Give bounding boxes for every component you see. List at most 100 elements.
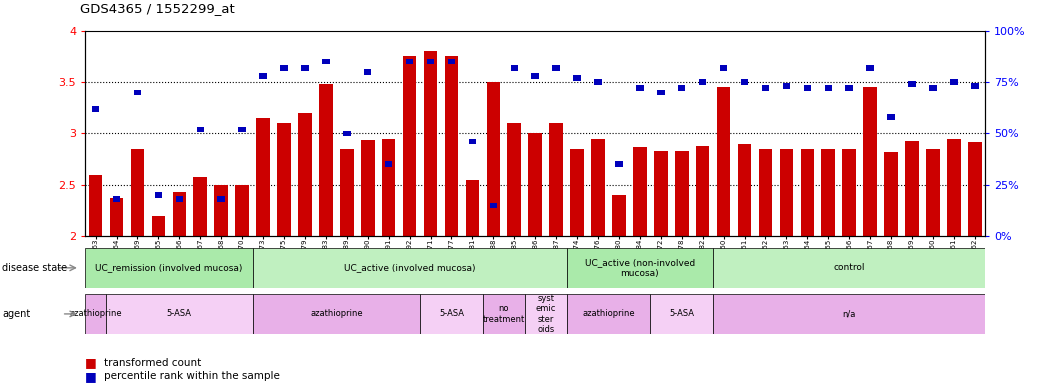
Text: 5-ASA: 5-ASA (669, 310, 694, 318)
Bar (531, 73, 539, 79)
Bar (214, 185, 228, 236)
Text: 5-ASA: 5-ASA (439, 310, 464, 318)
Bar (361, 140, 375, 236)
Bar (197, 126, 204, 132)
Bar (134, 89, 142, 95)
Bar (552, 65, 560, 71)
Bar (529, 134, 542, 236)
Bar (343, 131, 350, 136)
Bar (466, 180, 479, 236)
Bar (217, 196, 225, 202)
Bar (759, 149, 772, 236)
Bar (280, 65, 287, 71)
Bar (301, 65, 309, 71)
Bar (88, 174, 102, 236)
Bar (570, 149, 584, 236)
Bar (508, 123, 521, 236)
Bar (636, 85, 644, 91)
Text: azathioprine: azathioprine (69, 310, 122, 318)
Bar (887, 114, 895, 120)
Bar (950, 79, 958, 85)
Bar (172, 192, 186, 236)
Bar (525, 294, 567, 334)
Bar (427, 59, 434, 65)
Bar (615, 161, 622, 167)
Bar (110, 198, 123, 236)
Bar (423, 51, 437, 236)
Bar (800, 149, 814, 236)
Bar (176, 196, 183, 202)
Bar (675, 151, 688, 236)
Bar (866, 65, 874, 71)
Bar (131, 149, 145, 236)
Text: azathioprine: azathioprine (582, 310, 635, 318)
Bar (929, 85, 936, 91)
Bar (762, 85, 769, 91)
Bar (278, 123, 290, 236)
Text: control: control (833, 263, 865, 272)
Bar (737, 144, 751, 236)
Bar (717, 87, 730, 236)
Bar (364, 69, 371, 74)
Bar (420, 294, 483, 334)
Text: percentile rank within the sample: percentile rank within the sample (104, 371, 280, 381)
Bar (971, 83, 979, 89)
Text: disease state: disease state (2, 263, 67, 273)
Bar (235, 185, 249, 236)
Bar (85, 248, 252, 288)
Bar (650, 294, 713, 334)
Bar (151, 216, 165, 236)
Bar (154, 192, 162, 198)
Text: n/a: n/a (843, 310, 855, 318)
Bar (106, 294, 252, 334)
Text: transformed count: transformed count (104, 358, 201, 368)
Bar (699, 79, 706, 85)
Bar (720, 65, 728, 71)
Bar (947, 139, 961, 236)
Bar (319, 84, 333, 236)
Bar (780, 149, 793, 236)
Text: 5-ASA: 5-ASA (167, 310, 192, 318)
Bar (549, 123, 563, 236)
Bar (252, 294, 420, 334)
Bar (238, 126, 246, 132)
Bar (483, 294, 525, 334)
Bar (445, 56, 459, 236)
Bar (448, 59, 455, 65)
Text: GDS4365 / 1552299_at: GDS4365 / 1552299_at (80, 2, 234, 15)
Bar (968, 142, 982, 236)
Bar (194, 177, 207, 236)
Text: UC_active (non-involved
mucosa): UC_active (non-involved mucosa) (585, 258, 695, 278)
Text: agent: agent (2, 309, 31, 319)
Bar (567, 248, 713, 288)
Text: ■: ■ (85, 370, 97, 383)
Bar (825, 85, 832, 91)
Bar (926, 149, 940, 236)
Text: no
treatment: no treatment (483, 304, 525, 324)
Bar (573, 75, 581, 81)
Bar (633, 147, 647, 236)
Text: UC_active (involved mucosa): UC_active (involved mucosa) (344, 263, 476, 272)
Bar (884, 152, 898, 236)
Bar (405, 59, 413, 65)
Bar (741, 79, 748, 85)
Bar (713, 294, 985, 334)
Text: UC_remission (involved mucosa): UC_remission (involved mucosa) (95, 263, 243, 272)
Bar (905, 141, 919, 236)
Bar (298, 113, 312, 236)
Bar (595, 79, 602, 85)
Bar (511, 65, 518, 71)
Bar (909, 81, 916, 87)
Bar (382, 139, 396, 236)
Bar (678, 85, 685, 91)
Bar (654, 151, 667, 236)
Bar (403, 56, 416, 236)
Bar (489, 202, 497, 208)
Bar (85, 294, 106, 334)
Bar (846, 85, 853, 91)
Bar (256, 118, 270, 236)
Bar (696, 146, 710, 236)
Bar (783, 83, 791, 89)
Bar (322, 59, 330, 65)
Bar (612, 195, 626, 236)
